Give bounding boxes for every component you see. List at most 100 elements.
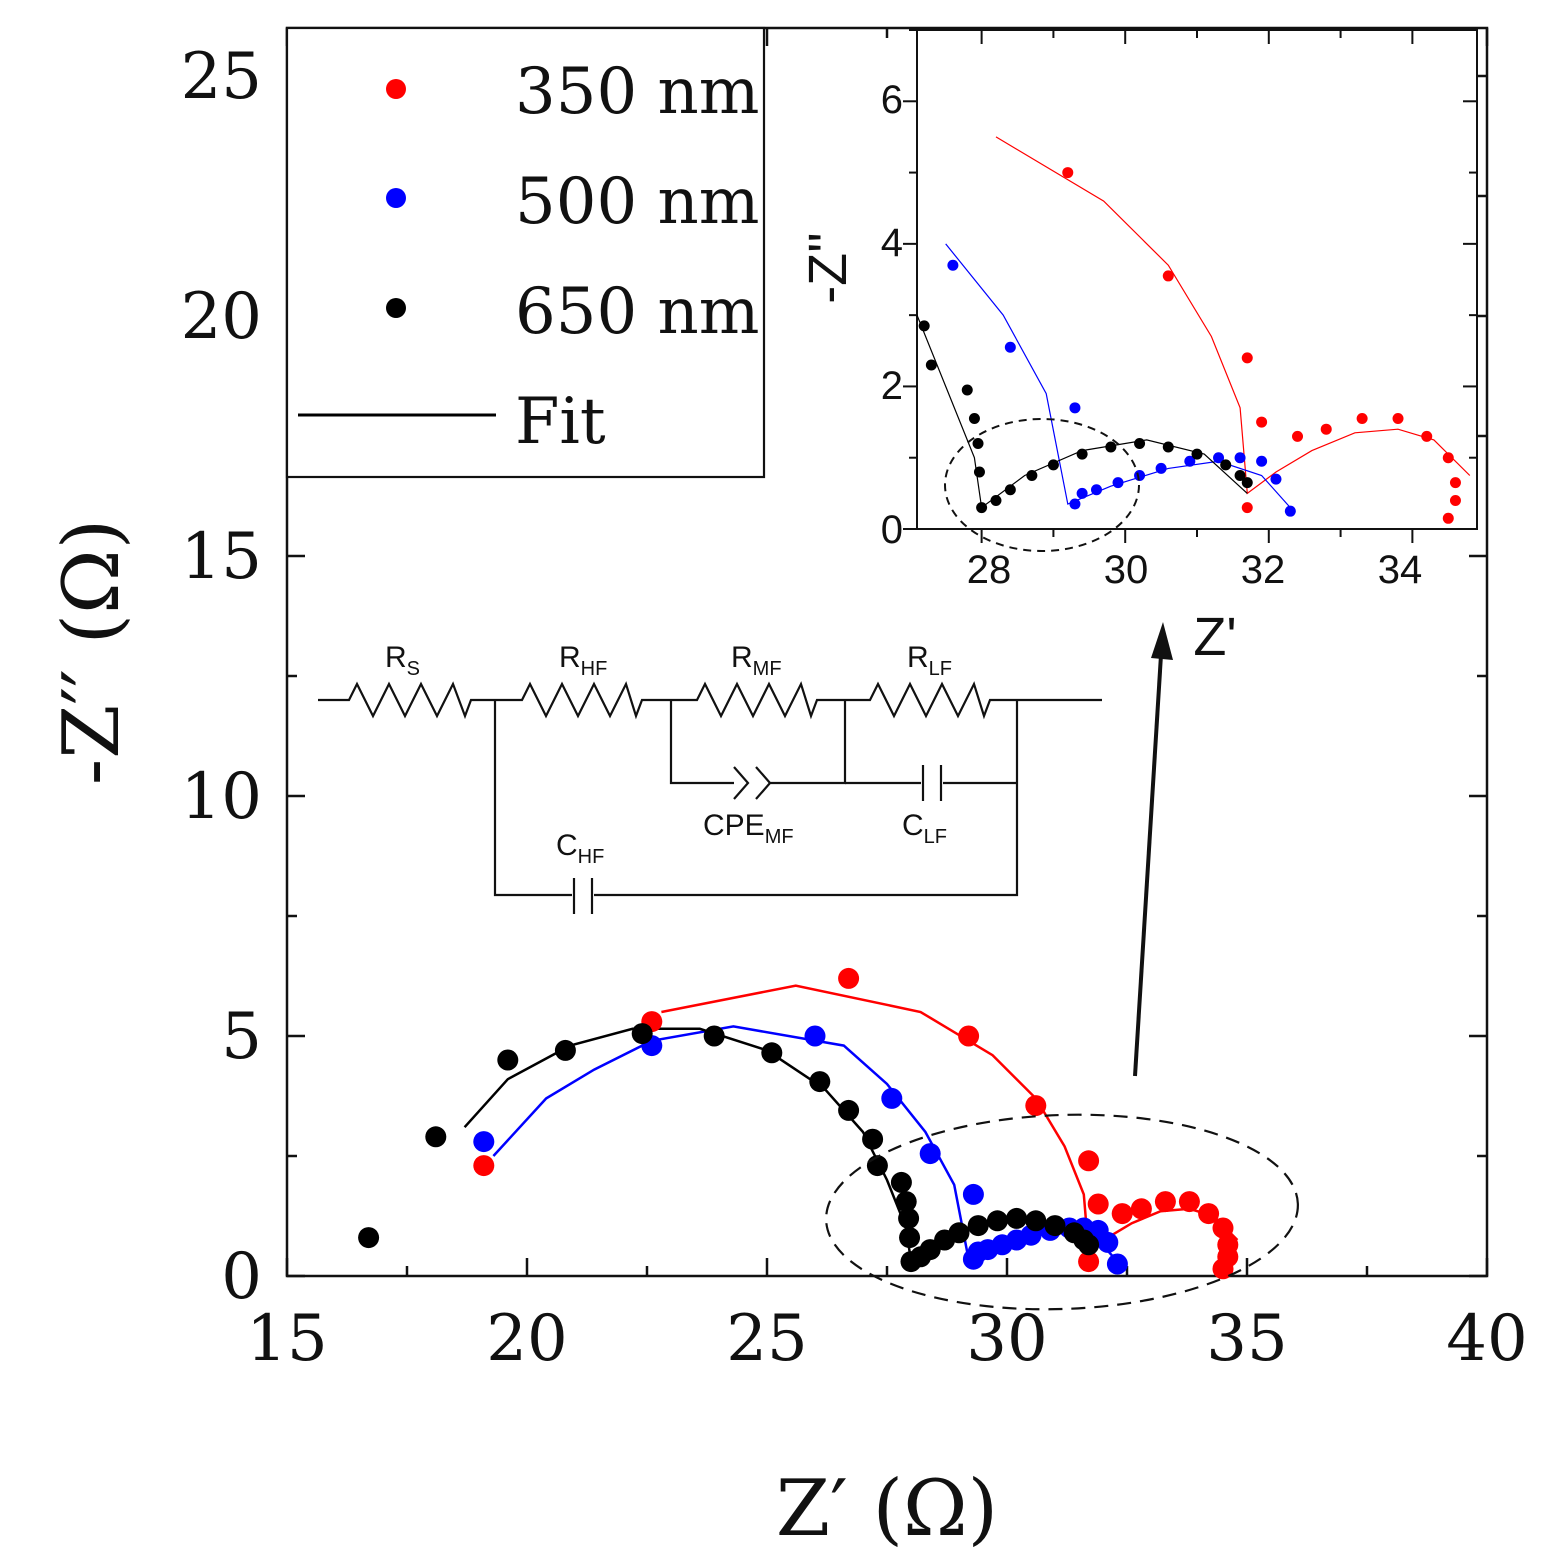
- inset-data-point-650-nm: [1162, 441, 1174, 453]
- data-point-650-nm: [1006, 1207, 1028, 1229]
- data-point-500-nm: [1097, 1231, 1119, 1253]
- inset-fit-lines: [916, 136, 1471, 509]
- data-point-350-nm: [1078, 1150, 1100, 1172]
- main-data-points: [358, 967, 1239, 1280]
- data-point-650-nm: [809, 1071, 831, 1093]
- data-point-650-nm: [761, 1042, 783, 1064]
- data-point-650-nm: [862, 1128, 884, 1150]
- y-tick-label: 10: [181, 760, 262, 834]
- x-tick-label: 15: [246, 1302, 327, 1376]
- data-point-650-nm: [866, 1155, 888, 1177]
- data-point-650-nm: [497, 1049, 519, 1071]
- inset-data-point-650-nm: [973, 466, 985, 478]
- circuit-wire: [770, 700, 847, 785]
- main-plot: 15 20 25 30 35 40 0 5 10 15 20 25 Z′ (Ω)…: [47, 26, 1528, 1554]
- equivalent-circuit: RS RHF RMF RLF CPEMF CLF CHF: [318, 641, 1102, 914]
- inset-y-tick-label: 6: [881, 78, 903, 122]
- data-point-350-nm: [1130, 1198, 1152, 1220]
- inset-data-point-500-nm: [1270, 473, 1282, 485]
- inset-data-point-650-nm: [925, 359, 937, 371]
- inset-data-point-350-nm: [1449, 477, 1461, 489]
- cpe-symbol: [733, 766, 750, 800]
- data-point-500-nm: [804, 1025, 826, 1047]
- data-point-350-nm: [1078, 1251, 1100, 1273]
- data-point-650-nm: [703, 1025, 725, 1047]
- zoom-region-ellipse: [825, 1113, 1299, 1311]
- label-rhf-main: R: [559, 641, 581, 674]
- inset-arrow-head: [1151, 622, 1173, 660]
- label-rs: RS: [385, 641, 420, 680]
- inset-data-point-500-nm: [1134, 470, 1146, 482]
- data-point-650-nm: [890, 1171, 912, 1193]
- inset-data-point-350-nm: [1256, 416, 1268, 428]
- label-rlf: RLF: [907, 641, 952, 680]
- inset-data-point-650-nm: [1026, 470, 1038, 482]
- inset-data-point-650-nm: [918, 320, 930, 332]
- data-point-650-nm: [898, 1207, 920, 1229]
- data-point-350-nm: [1212, 1217, 1234, 1239]
- label-rmf-main: R: [731, 641, 753, 674]
- legend-marker-350: [386, 79, 406, 99]
- inset-data-point-500-nm: [1155, 462, 1167, 474]
- label-cpe-main: CPE: [703, 809, 765, 842]
- inset-data-point-350-nm: [1356, 413, 1368, 425]
- label-chf-sub: HF: [578, 846, 605, 868]
- inset-data-point-500-nm: [1112, 477, 1124, 489]
- y-tick-label: 15: [181, 520, 262, 594]
- circuit-wire: [594, 700, 1019, 897]
- inset-data-point-350-nm: [1449, 494, 1461, 506]
- data-point-350-nm: [1111, 1203, 1133, 1225]
- y-tick-label: 25: [181, 40, 262, 114]
- inset-data-point-500-nm: [1234, 452, 1246, 464]
- legend-label-500: 500 nm: [515, 165, 759, 239]
- x-tick-label: 30: [966, 1302, 1047, 1376]
- data-point-650-nm: [948, 1222, 970, 1244]
- label-cpe: CPEMF: [703, 809, 794, 848]
- x-tick-label: 20: [486, 1302, 567, 1376]
- data-point-350-nm: [1178, 1191, 1200, 1213]
- inset-plot: 28 30 32 34 0 2 4 6 Z' -Z'': [798, 29, 1478, 667]
- inset-x-tick-label: 32: [1241, 548, 1286, 592]
- legend-label-fit: Fit: [515, 385, 606, 459]
- legend-marker-650: [386, 298, 406, 318]
- x-axis-label: Z′ (Ω): [776, 1464, 998, 1554]
- inset-data-point-650-nm: [1047, 459, 1059, 471]
- circuit-wire: [669, 700, 734, 785]
- legend-label-350: 350 nm: [515, 55, 759, 129]
- inset-data-point-350-nm: [1241, 502, 1253, 514]
- label-chf: CHF: [556, 829, 604, 868]
- data-point-500-nm: [919, 1143, 941, 1165]
- inset-data-point-500-nm: [1090, 484, 1102, 496]
- inset-fit-line-350-nm: [995, 136, 1471, 495]
- inset-data-point-650-nm: [972, 437, 984, 449]
- label-chf-main: C: [556, 829, 578, 862]
- inset-data-point-500-nm: [1076, 487, 1088, 499]
- label-clf-sub: LF: [924, 826, 947, 848]
- label-cpe-sub: MF: [765, 826, 794, 848]
- inset-y-tick-label: 2: [881, 364, 903, 408]
- data-point-650-nm: [425, 1126, 447, 1148]
- data-point-650-nm: [967, 1215, 989, 1237]
- label-clf-main: C: [902, 809, 924, 842]
- y-tick-label: 20: [181, 280, 262, 354]
- inset-data-points: [918, 167, 1461, 524]
- data-point-350-nm: [1212, 1258, 1234, 1280]
- label-rs-main: R: [385, 641, 407, 674]
- inset-data-point-650-nm: [1241, 477, 1253, 489]
- inset-fit-line-500-nm: [945, 243, 1291, 508]
- inset-data-point-500-nm: [1213, 452, 1225, 464]
- inset-data-point-650-nm: [1191, 448, 1203, 460]
- label-rhf: RHF: [559, 641, 607, 680]
- inset-data-point-500-nm: [1069, 498, 1081, 510]
- data-point-500-nm: [1106, 1253, 1128, 1275]
- inset-data-point-650-nm: [1076, 448, 1088, 460]
- inset-data-point-500-nm: [1256, 455, 1268, 467]
- inset-data-point-350-nm: [1442, 452, 1454, 464]
- inset-data-point-650-nm: [968, 413, 980, 425]
- inset-data-point-650-nm: [990, 494, 1002, 506]
- inset-data-point-500-nm: [1069, 402, 1081, 414]
- data-point-500-nm: [473, 1131, 495, 1153]
- inset-data-point-650-nm: [1234, 470, 1246, 482]
- label-clf: CLF: [902, 809, 947, 848]
